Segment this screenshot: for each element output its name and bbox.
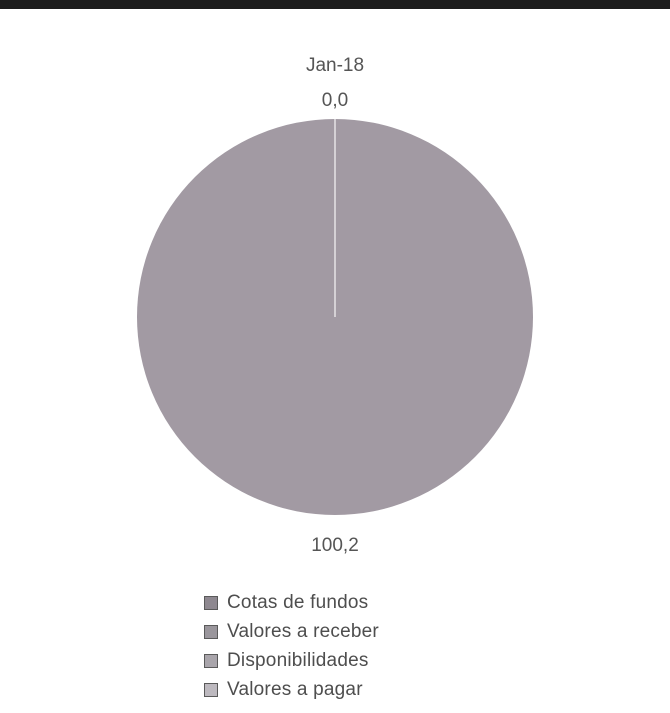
pie-data-label: 100,2	[311, 535, 359, 556]
legend-item-disponibilidades: Disponibilidades	[204, 646, 379, 675]
legend-label: Disponibilidades	[227, 649, 369, 671]
legend-label: Valores a receber	[227, 620, 379, 642]
legend-swatch	[204, 682, 218, 697]
legend-item-cotas-de-fundos: Cotas de fundos	[204, 588, 379, 617]
top-header-bar	[0, 0, 670, 9]
pie-chart: Jan-18 0,0 100,2	[137, 55, 533, 556]
legend-item-valores-a-pagar: Valores a pagar	[204, 675, 379, 704]
legend-label: Valores a pagar	[227, 678, 363, 700]
legend-item-valores-a-receber: Valores a receber	[204, 617, 379, 646]
legend-swatch	[204, 653, 218, 668]
legend-swatch	[204, 595, 218, 610]
legend-swatch	[204, 624, 218, 639]
legend-label: Cotas de fundos	[227, 591, 369, 613]
chart-title: Jan-18	[306, 55, 364, 76]
pie-data-label: 0,0	[322, 90, 348, 111]
chart-legend: Cotas de fundos Valores a receber Dispon…	[204, 588, 379, 704]
pie-data-labels: 0,0 100,2	[311, 90, 359, 556]
pie-slices	[137, 119, 533, 515]
